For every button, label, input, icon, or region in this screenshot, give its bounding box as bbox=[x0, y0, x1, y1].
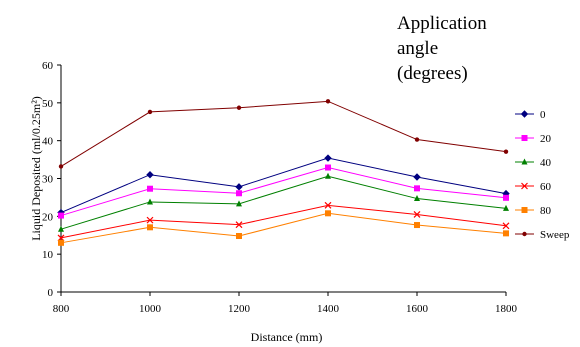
series-60 bbox=[57, 201, 510, 242]
point-marker bbox=[414, 137, 420, 142]
point-marker bbox=[521, 182, 528, 190]
series-line bbox=[60, 204, 507, 239]
point-marker bbox=[147, 109, 153, 115]
y-axis-title: Liquid Deposited (ml/0.25m²) bbox=[29, 96, 43, 241]
point-marker bbox=[58, 225, 64, 232]
y-tick-label: 10 bbox=[42, 249, 54, 261]
legend-label: 80 bbox=[540, 205, 552, 217]
y-tick-label: 40 bbox=[42, 136, 54, 148]
series-40 bbox=[58, 172, 509, 232]
x-tick-label: 800 bbox=[53, 303, 70, 315]
chart-series bbox=[57, 99, 510, 246]
y-tick-label: 20 bbox=[42, 211, 54, 223]
point-marker bbox=[520, 110, 529, 118]
point-marker bbox=[413, 173, 421, 181]
x-tick-label: 1800 bbox=[495, 303, 518, 315]
point-marker bbox=[146, 171, 154, 179]
point-marker bbox=[503, 149, 509, 154]
point-marker bbox=[58, 212, 64, 219]
point-marker bbox=[521, 207, 528, 213]
series-line bbox=[60, 167, 507, 217]
point-marker bbox=[147, 198, 153, 205]
point-marker bbox=[503, 194, 509, 201]
point-marker bbox=[521, 158, 528, 165]
point-marker bbox=[521, 135, 528, 141]
series-line bbox=[60, 100, 507, 167]
point-marker bbox=[414, 185, 420, 192]
series-line bbox=[60, 157, 507, 214]
point-marker bbox=[325, 210, 331, 217]
legend-item-60: 60 bbox=[515, 181, 552, 193]
legend-title: angle bbox=[397, 38, 438, 59]
point-marker bbox=[147, 224, 153, 231]
point-marker bbox=[236, 105, 242, 110]
y-tick-label: 30 bbox=[42, 174, 54, 186]
point-marker bbox=[147, 185, 153, 192]
point-marker bbox=[414, 222, 420, 229]
chart-axes: 0 10 20 30 40 50 60 800 1000 1200 1400 1600 1800 bbox=[42, 60, 518, 315]
x-tick-label: 1200 bbox=[228, 303, 251, 315]
x-tick-label: 1400 bbox=[317, 303, 340, 315]
y-tick-label: 60 bbox=[42, 60, 54, 72]
series-0 bbox=[57, 154, 510, 217]
legend-title: (degrees) bbox=[397, 63, 468, 84]
point-marker bbox=[325, 172, 331, 179]
point-marker bbox=[502, 222, 510, 230]
point-marker bbox=[235, 221, 243, 229]
legend-item-sweep: Sweep bbox=[515, 229, 570, 241]
x-axis-title: Distance (mm) bbox=[251, 330, 323, 344]
y-tick-label: 50 bbox=[42, 98, 54, 110]
series-20 bbox=[58, 164, 509, 219]
series-line bbox=[60, 175, 507, 230]
point-marker bbox=[324, 154, 332, 162]
x-tick-label: 1000 bbox=[139, 303, 162, 315]
point-marker bbox=[325, 99, 331, 104]
legend-label: 60 bbox=[540, 181, 552, 193]
point-marker bbox=[58, 239, 64, 246]
point-marker bbox=[324, 201, 332, 209]
series-sweep bbox=[58, 99, 509, 169]
legend-label: 20 bbox=[540, 133, 552, 145]
point-marker bbox=[146, 216, 154, 224]
point-marker bbox=[503, 230, 509, 237]
point-marker bbox=[325, 164, 331, 171]
legend-label: Sweep bbox=[540, 229, 570, 241]
point-marker bbox=[236, 190, 242, 197]
series-line bbox=[60, 212, 507, 244]
point-marker bbox=[414, 195, 420, 202]
x-tick-label: 1600 bbox=[406, 303, 429, 315]
point-marker bbox=[235, 183, 243, 191]
legend-title: Application bbox=[397, 13, 487, 34]
legend-label: 0 bbox=[540, 109, 546, 121]
point-marker bbox=[522, 231, 527, 237]
legend-item-20: 20 bbox=[515, 133, 552, 145]
point-marker bbox=[413, 211, 421, 218]
legend-item-0: 0 bbox=[515, 109, 546, 121]
legend-label: 40 bbox=[540, 157, 552, 169]
chart-legend: Application angle (degrees) 0 20 40 60 80 Sweep bbox=[397, 13, 570, 241]
series-80 bbox=[58, 210, 509, 246]
point-marker bbox=[236, 233, 242, 240]
legend-item-80: 80 bbox=[515, 205, 552, 217]
point-marker bbox=[58, 164, 64, 169]
point-marker bbox=[236, 200, 242, 207]
point-marker bbox=[503, 204, 509, 211]
legend-item-40: 40 bbox=[515, 157, 552, 169]
y-tick-label: 0 bbox=[48, 287, 54, 299]
